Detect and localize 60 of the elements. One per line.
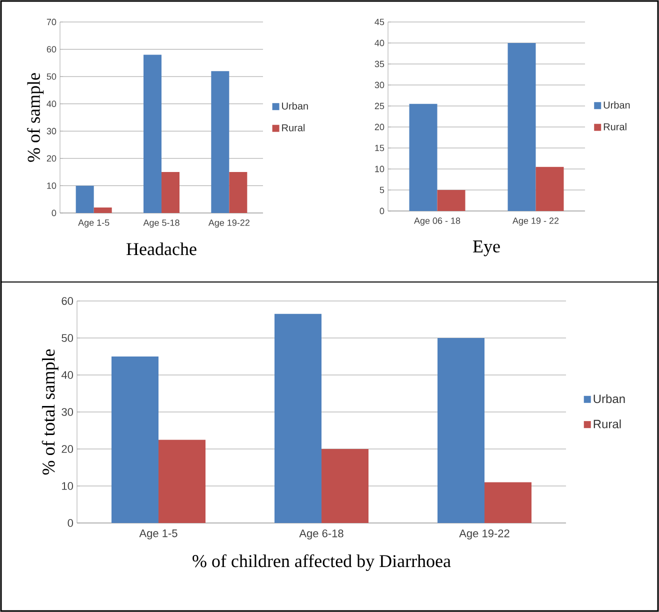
x-tick-label: Age 19 - 22 — [512, 218, 559, 226]
y-tick-label: 20 — [46, 155, 56, 162]
y-tick-label: 30 — [62, 408, 74, 416]
bar — [508, 42, 536, 211]
x-axis-title: Eye — [473, 240, 500, 256]
y-tick-label: 20 — [62, 445, 74, 453]
bar — [274, 314, 322, 523]
y-tick-label: 60 — [62, 297, 74, 305]
x-tick-label: Age 6-18 — [299, 530, 344, 540]
x-axis-title: % of children affected by Diarrhoea — [192, 554, 451, 571]
y-tick-label: 10 — [375, 166, 384, 172]
y-tick-label: 50 — [62, 334, 74, 342]
y-tick-label: 40 — [46, 100, 56, 108]
y-tick-label: 40 — [61, 371, 74, 379]
legend-label: Rural — [594, 419, 621, 428]
y-tick-label: 15 — [375, 144, 384, 152]
bar — [112, 356, 158, 523]
y-tick-label: 70 — [46, 18, 56, 26]
legend-label: Urban — [604, 101, 630, 109]
y-tick-label: 10 — [47, 182, 56, 189]
x-tick-label: Age 5-18 — [143, 220, 180, 228]
x-tick-label: Age 1-5 — [78, 220, 110, 228]
legend-label: Rural — [282, 124, 305, 132]
bar — [76, 186, 94, 213]
y-tick-label: 0 — [380, 208, 384, 214]
y-tick-label: 0 — [52, 210, 56, 216]
x-tick-label: Age 19-22 — [459, 530, 510, 540]
y-tick-label: 45 — [374, 18, 384, 26]
legend-label: Urban — [282, 102, 308, 110]
bar — [536, 166, 564, 211]
bar — [229, 172, 248, 213]
y-tick-label: 20 — [374, 124, 384, 130]
y-tick-label: 10 — [62, 482, 74, 490]
y-tick-label: 30 — [374, 82, 384, 88]
bar — [144, 54, 162, 213]
x-tick-label: Age 19-22 — [208, 220, 250, 228]
bar — [211, 71, 230, 213]
x-tick-label: Age 06 - 18 — [414, 218, 460, 226]
bar — [322, 448, 368, 523]
bar — [162, 172, 180, 213]
y-tick-label: 35 — [374, 60, 384, 68]
y-tick-label: 0 — [68, 519, 74, 527]
bar — [158, 440, 206, 523]
y-tick-label: 25 — [374, 102, 384, 110]
y-tick-label: 5 — [380, 186, 384, 194]
legend-label: Rural — [604, 122, 626, 130]
legend-label: Urban — [594, 394, 625, 404]
bar — [438, 338, 484, 523]
y-axis-title: % of total sample — [42, 349, 58, 475]
x-tick-label: Age 1-5 — [139, 530, 178, 540]
y-tick-label: 30 — [46, 128, 56, 134]
bar — [409, 104, 438, 211]
x-axis-title: Headache — [126, 242, 196, 256]
y-axis-title: % of sample — [27, 73, 44, 162]
y-tick-label: 50 — [46, 73, 56, 80]
bar — [94, 208, 112, 213]
bar — [437, 190, 466, 211]
y-tick-label: 40 — [374, 40, 384, 46]
y-tick-label: 60 — [46, 46, 56, 52]
bar — [484, 482, 532, 523]
